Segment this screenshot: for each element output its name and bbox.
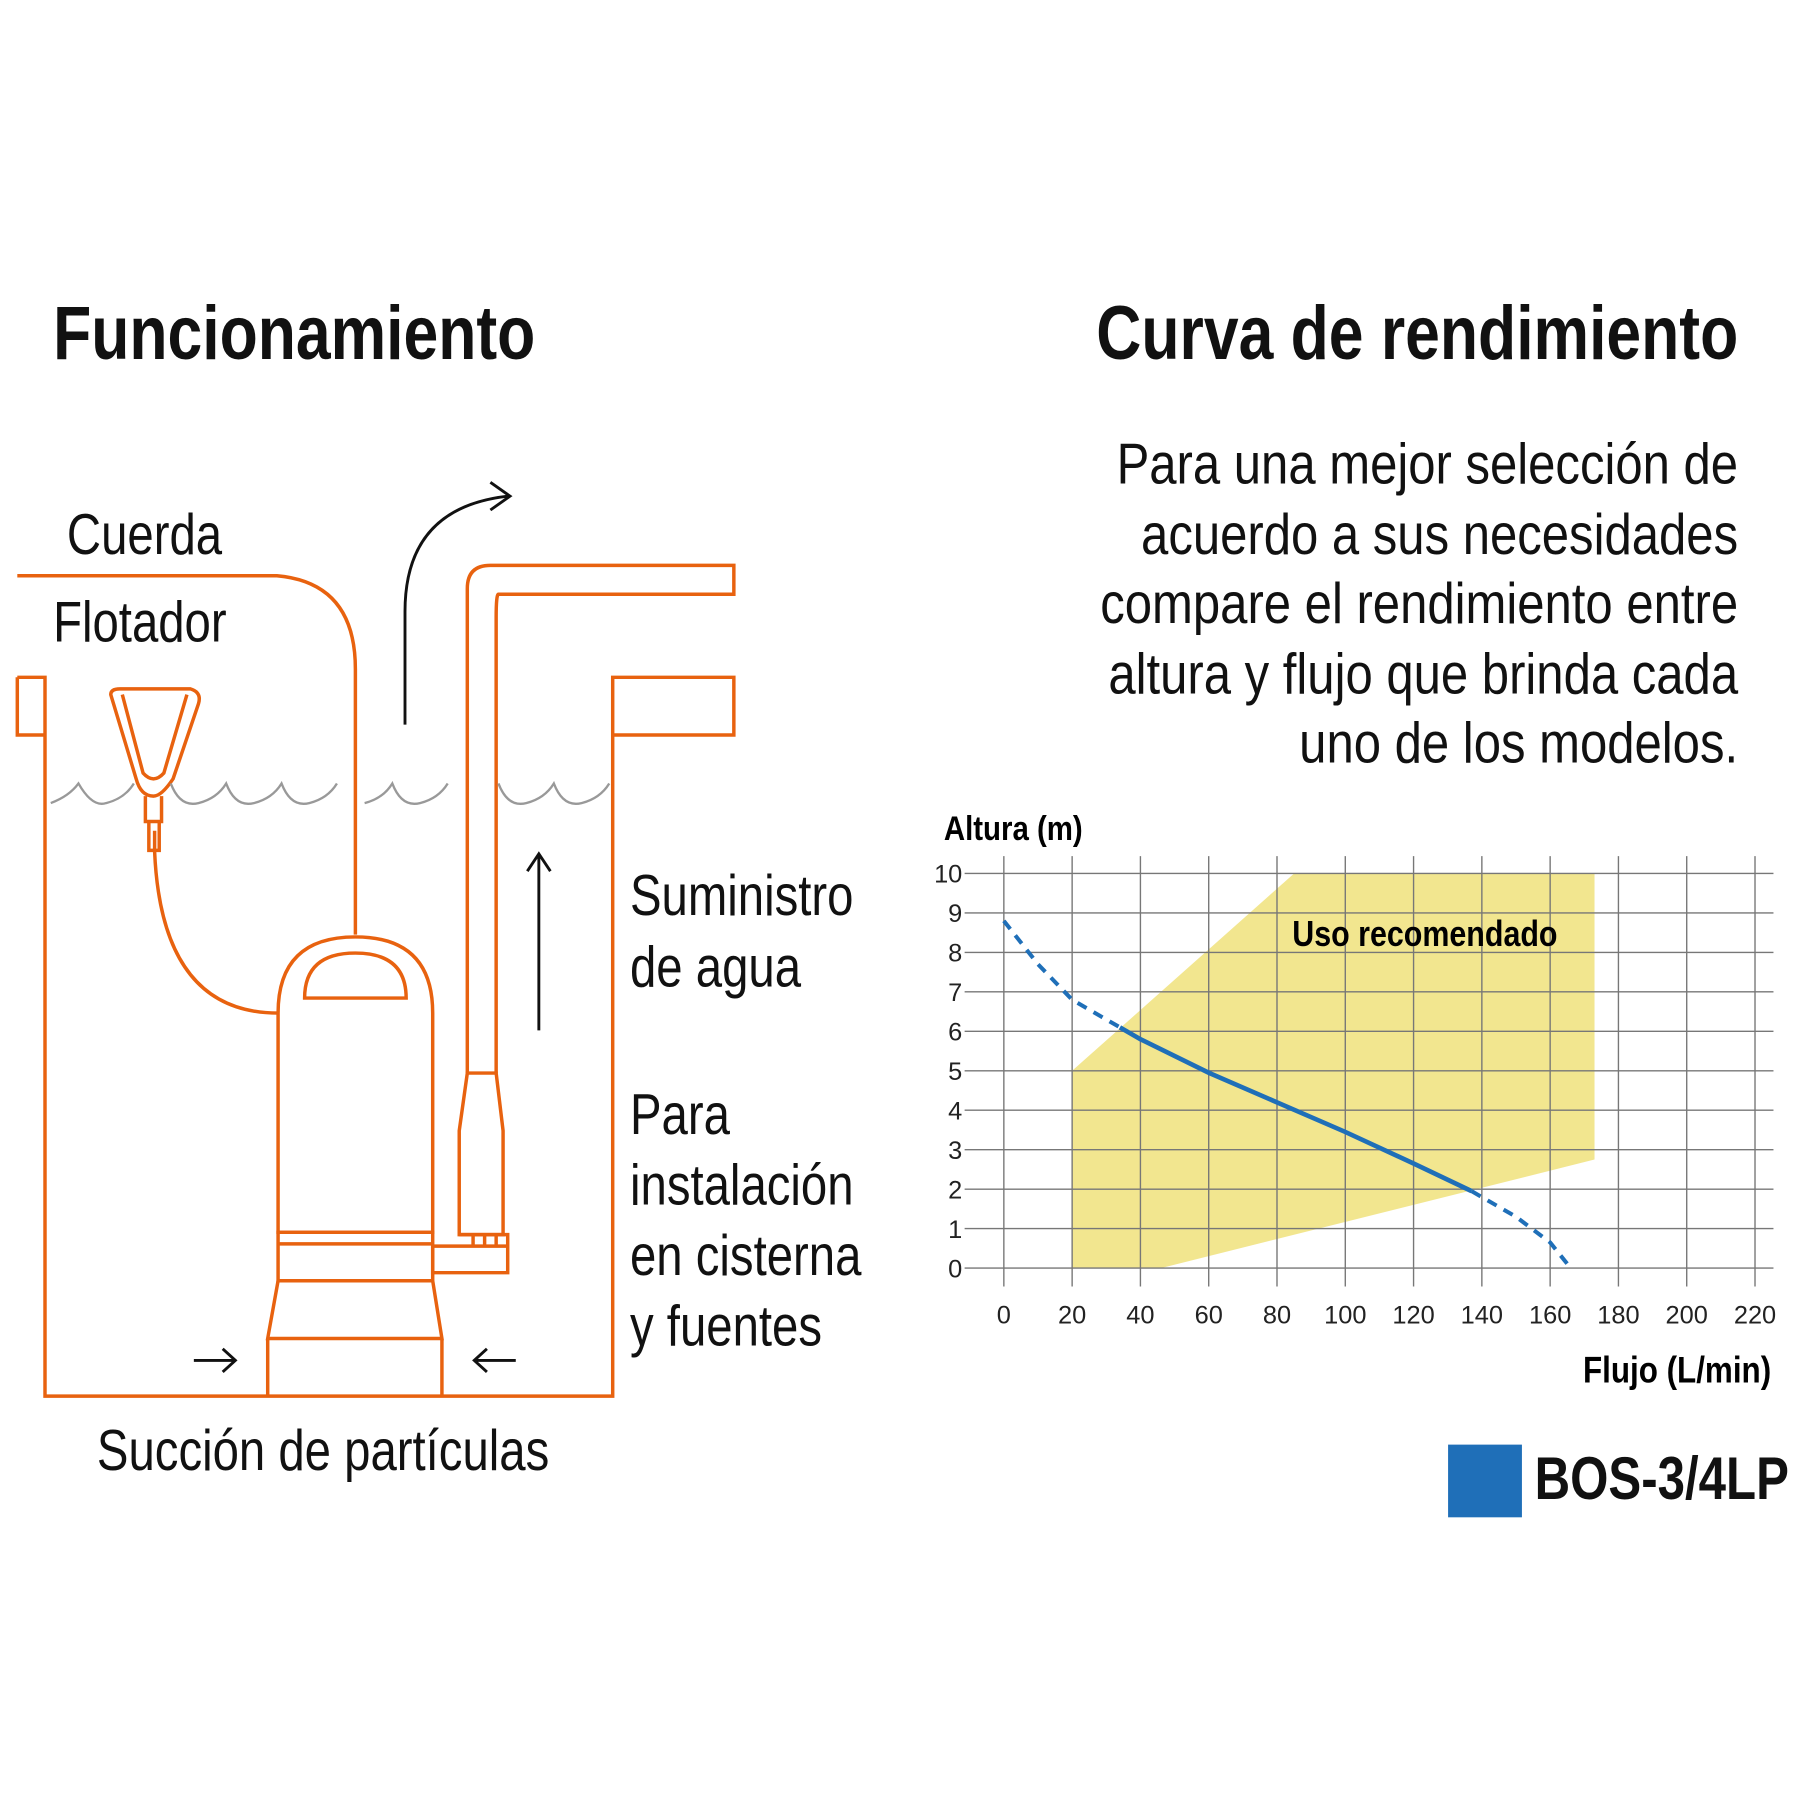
- cord-line: [17, 574, 358, 935]
- right-arrow-icon: [193, 1347, 238, 1373]
- x-tick-label: 160: [1529, 1301, 1571, 1329]
- y-tick-label: 2: [948, 1176, 962, 1204]
- curve-dashed-start: [1002, 919, 1121, 1030]
- y-tick-label: 1: [948, 1216, 962, 1244]
- x-tick-label: 80: [1263, 1301, 1291, 1329]
- x-tick-label: 0: [997, 1301, 1011, 1329]
- x-tick-label: 220: [1734, 1301, 1776, 1329]
- label-flotador: Flotador: [53, 589, 227, 655]
- curve-dashed-end: [1470, 1189, 1573, 1270]
- description: Para una mejor selección de acuerdo a sus…: [1099, 431, 1738, 776]
- flow-arrows: [193, 481, 552, 1373]
- y-tick-label: 4: [948, 1097, 962, 1125]
- y-tick-label: 10: [934, 861, 962, 889]
- x-tick-label: 100: [1324, 1301, 1366, 1329]
- y-axis-label: Altura (m): [944, 809, 1083, 848]
- label-suministro: Suministro de agua: [630, 863, 854, 1000]
- up-arrow-icon: [526, 851, 552, 1031]
- tank-outline: [17, 675, 736, 1398]
- x-tick-label: 20: [1058, 1301, 1086, 1329]
- curve-solid: [1118, 1025, 1473, 1194]
- float-cable: [152, 830, 279, 1015]
- legend-swatch: [1448, 1444, 1522, 1518]
- pump-diagram: [15, 481, 736, 1398]
- label-succion: Succión de partículas: [96, 1418, 550, 1483]
- x-tick-label: 140: [1461, 1301, 1503, 1329]
- y-tick-label: 0: [948, 1255, 962, 1283]
- water-surface: [50, 780, 611, 805]
- pump-body: [276, 935, 435, 1235]
- y-tick-label: 3: [948, 1137, 962, 1165]
- left-arrow-icon: [472, 1347, 516, 1373]
- x-tick-label: 200: [1666, 1301, 1708, 1329]
- funcionamiento-title: Funcionamiento: [53, 289, 536, 376]
- legend-label: BOS-3/4LP: [1534, 1445, 1789, 1513]
- x-tick-label: 40: [1126, 1301, 1154, 1329]
- curva-title: Curva de rendimiento: [1095, 289, 1738, 376]
- x-tick-label: 120: [1392, 1301, 1434, 1329]
- x-axis-label: Flujo (L/min): [1583, 1350, 1771, 1391]
- x-tick-label: 60: [1195, 1301, 1223, 1329]
- y-tick-label: 8: [948, 940, 962, 968]
- y-tick-label: 9: [948, 900, 962, 928]
- y-tick-label: 6: [948, 1019, 962, 1047]
- label-cuerda: Cuerda: [66, 501, 223, 567]
- label-instalacion: Para instalación en cisterna y fuentes: [630, 1082, 862, 1359]
- outflow-arrow-icon: [403, 481, 513, 725]
- y-tick-label: 5: [948, 1058, 962, 1086]
- y-tick-label: 7: [948, 979, 962, 1007]
- float: [109, 687, 201, 798]
- region-label: Uso recomendado: [1292, 915, 1557, 955]
- x-tick-label: 180: [1597, 1301, 1639, 1329]
